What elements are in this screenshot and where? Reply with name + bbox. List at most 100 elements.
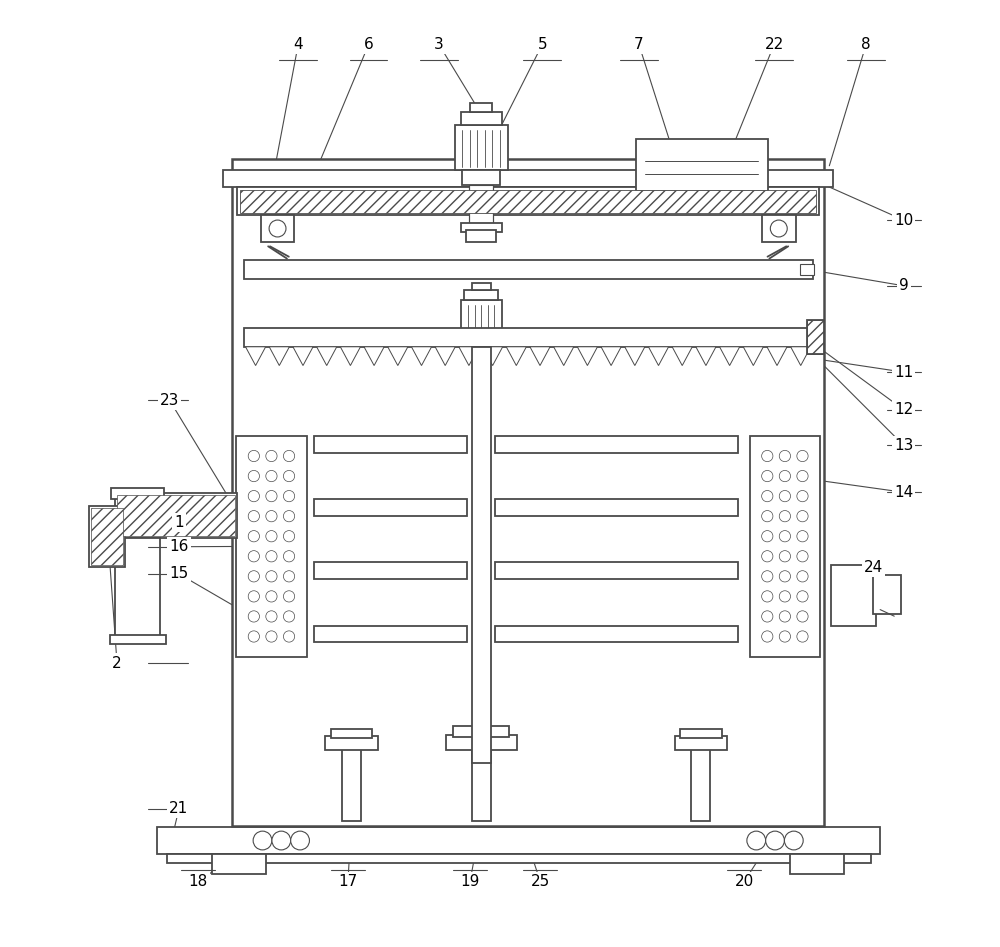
Bar xyxy=(762,215,796,241)
Circle shape xyxy=(766,831,784,849)
Polygon shape xyxy=(625,347,645,366)
Circle shape xyxy=(747,831,766,849)
Circle shape xyxy=(797,571,808,582)
Circle shape xyxy=(797,471,808,482)
Circle shape xyxy=(779,491,791,502)
Circle shape xyxy=(283,631,295,642)
Bar xyxy=(466,230,496,241)
Circle shape xyxy=(784,831,803,849)
Circle shape xyxy=(797,451,808,461)
Polygon shape xyxy=(293,347,313,366)
Polygon shape xyxy=(340,347,360,366)
Circle shape xyxy=(248,550,259,562)
Bar xyxy=(115,538,160,636)
Bar xyxy=(790,853,844,874)
Text: 8: 8 xyxy=(861,37,871,52)
Circle shape xyxy=(762,530,773,542)
Circle shape xyxy=(762,510,773,522)
Bar xyxy=(691,737,710,821)
Polygon shape xyxy=(672,347,692,366)
Text: 23: 23 xyxy=(160,393,179,408)
Bar xyxy=(325,737,378,750)
Text: 19: 19 xyxy=(460,874,480,889)
Bar xyxy=(750,436,820,656)
Circle shape xyxy=(266,530,277,542)
Circle shape xyxy=(797,550,808,562)
Polygon shape xyxy=(317,347,337,366)
Polygon shape xyxy=(577,347,597,366)
Bar xyxy=(462,170,500,186)
Circle shape xyxy=(248,631,259,642)
Text: 4: 4 xyxy=(293,37,303,52)
Polygon shape xyxy=(601,347,621,366)
Text: 2: 2 xyxy=(112,655,122,670)
Circle shape xyxy=(266,471,277,482)
Polygon shape xyxy=(506,347,526,366)
Bar xyxy=(167,853,871,863)
Polygon shape xyxy=(696,347,716,366)
Circle shape xyxy=(762,631,773,642)
Bar xyxy=(807,320,824,354)
Bar xyxy=(469,186,493,223)
Bar xyxy=(472,347,491,762)
Bar xyxy=(807,320,824,354)
Circle shape xyxy=(779,611,791,622)
Bar xyxy=(91,509,123,565)
Circle shape xyxy=(248,571,259,582)
Circle shape xyxy=(779,631,791,642)
Bar xyxy=(236,436,307,656)
Polygon shape xyxy=(554,347,574,366)
Text: 3: 3 xyxy=(434,37,444,52)
Bar xyxy=(800,264,814,276)
Bar xyxy=(244,260,813,279)
Circle shape xyxy=(762,591,773,602)
Bar xyxy=(455,125,508,170)
Bar xyxy=(314,563,467,580)
Circle shape xyxy=(253,831,272,849)
Polygon shape xyxy=(648,347,669,366)
Bar xyxy=(461,112,502,125)
Circle shape xyxy=(283,451,295,461)
Circle shape xyxy=(797,631,808,642)
Circle shape xyxy=(283,611,295,622)
Circle shape xyxy=(283,550,295,562)
Bar xyxy=(495,626,738,642)
Circle shape xyxy=(248,471,259,482)
Bar xyxy=(261,215,294,241)
Circle shape xyxy=(779,451,791,461)
Circle shape xyxy=(266,451,277,461)
Bar xyxy=(89,507,125,567)
Bar xyxy=(495,436,738,453)
Circle shape xyxy=(266,491,277,502)
Circle shape xyxy=(248,611,259,622)
Bar xyxy=(472,283,491,291)
Bar xyxy=(446,736,517,750)
Circle shape xyxy=(762,491,773,502)
Polygon shape xyxy=(720,347,740,366)
Bar xyxy=(636,139,768,191)
Text: 7: 7 xyxy=(634,37,644,52)
Circle shape xyxy=(266,611,277,622)
Bar xyxy=(495,499,738,516)
Bar xyxy=(157,828,880,853)
Bar xyxy=(237,188,819,215)
Polygon shape xyxy=(767,347,787,366)
Text: 20: 20 xyxy=(734,874,754,889)
Circle shape xyxy=(266,550,277,562)
Circle shape xyxy=(266,571,277,582)
Polygon shape xyxy=(388,347,408,366)
Circle shape xyxy=(797,491,808,502)
Circle shape xyxy=(272,831,291,849)
Circle shape xyxy=(248,591,259,602)
Circle shape xyxy=(266,631,277,642)
Circle shape xyxy=(291,831,309,849)
Circle shape xyxy=(283,530,295,542)
Circle shape xyxy=(779,571,791,582)
Circle shape xyxy=(762,571,773,582)
Text: 9: 9 xyxy=(899,278,909,294)
Bar xyxy=(831,564,876,626)
Bar xyxy=(464,291,498,300)
Text: 25: 25 xyxy=(531,874,550,889)
Polygon shape xyxy=(364,347,384,366)
Text: 21: 21 xyxy=(169,801,189,816)
